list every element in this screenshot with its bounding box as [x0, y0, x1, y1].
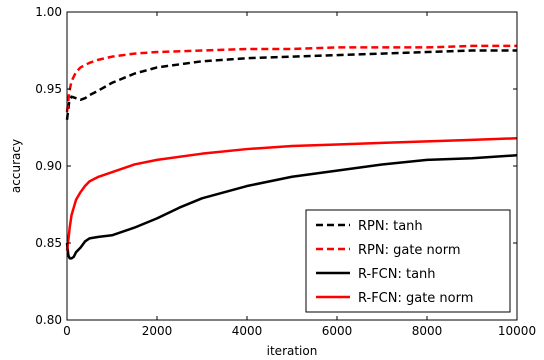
y-axis: 0.80 0.85 0.90 0.95 1.00 — [35, 5, 517, 327]
x-tick-label: 2000 — [142, 324, 173, 338]
series-line-0 — [65, 49, 517, 120]
series-line-2 — [65, 153, 518, 260]
x-tick-label: 0 — [63, 324, 71, 338]
y-axis-label: accuracy — [9, 139, 23, 193]
legend-label: R-FCN: tanh — [358, 267, 436, 282]
y-tick-label: 1.00 — [35, 5, 62, 19]
y-tick-label: 0.90 — [35, 159, 62, 173]
plot-lines — [65, 44, 518, 260]
series-line-1 — [65, 44, 517, 113]
x-tick-label: 8000 — [412, 324, 443, 338]
y-tick-label: 0.80 — [35, 313, 62, 327]
legend-box — [305, 209, 511, 313]
x-axis: 0 2000 4000 6000 8000 10000 — [63, 12, 536, 338]
legend: RPN: tanh RPN: gate norm R-FCN: tanh R-FCN:… — [305, 209, 511, 313]
x-axis-label: iteration — [267, 344, 318, 358]
y-tick-label: 0.95 — [35, 82, 62, 96]
y-tick-label: 0.85 — [35, 236, 62, 250]
x-tick-label: 10000 — [498, 324, 536, 338]
legend-label: RPN: tanh — [358, 219, 423, 234]
series-line-3 — [65, 137, 518, 251]
x-tick-label: 6000 — [322, 324, 353, 338]
legend-label: R-FCN: gate norm — [358, 291, 473, 306]
legend-label: RPN: gate norm — [358, 243, 461, 258]
x-tick-label: 4000 — [232, 324, 263, 338]
